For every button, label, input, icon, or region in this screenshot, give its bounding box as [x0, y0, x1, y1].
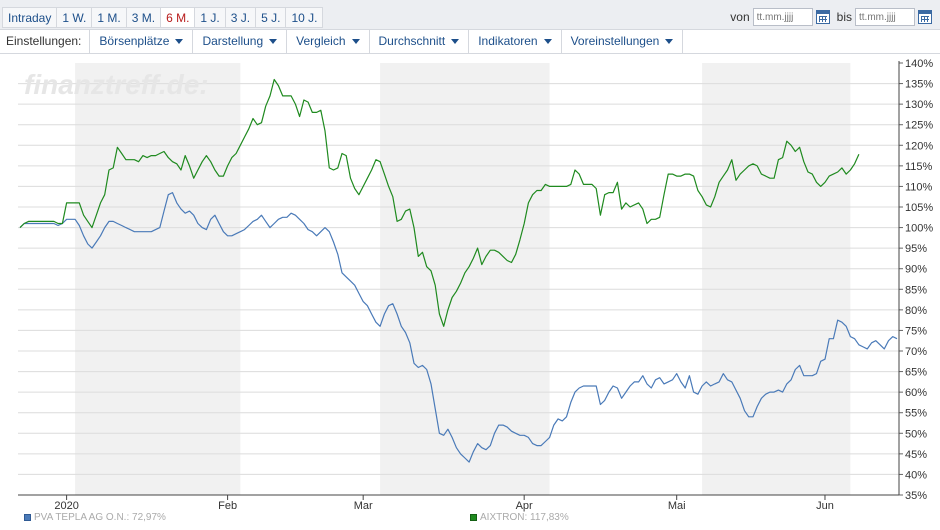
y-tick-label: 135%: [905, 79, 933, 91]
tab-8[interactable]: 10 J.: [285, 7, 324, 28]
from-label: von: [730, 10, 750, 24]
y-tick-label: 130%: [905, 99, 933, 111]
settings-menu-3[interactable]: Durchschnitt: [370, 30, 470, 53]
to-label: bis: [836, 10, 852, 24]
settings-menu-1[interactable]: Darstellung: [193, 30, 288, 53]
x-tick-label: Mai: [668, 500, 686, 512]
chevron-down-icon: [351, 39, 360, 44]
x-axis-labels: 2020 Feb Mar Apr Mai Jun: [54, 500, 833, 512]
settings-menu-label: Vergleich: [296, 34, 346, 48]
tab-1[interactable]: 1 W.: [56, 7, 92, 28]
tab-7[interactable]: 5 J.: [255, 7, 286, 28]
y-tick-label: 35%: [905, 490, 927, 502]
y-tick-label: 125%: [905, 120, 933, 132]
chevron-down-icon: [269, 39, 278, 44]
y-tick-label: 70%: [905, 346, 927, 358]
y-tick-label: 100%: [905, 223, 933, 235]
timeframe-tabs: Intraday 1 W. 1 M. 3 M. 6 M. 1 J. 3 J. 5 J. 10 J…: [2, 7, 324, 28]
legend-label-pva-tepla: PVA TEPLA AG O.N.: 72,97%: [34, 512, 166, 523]
performance-chart: finanztreff.de: 140% 135% 130% 125% 120% 115%…: [18, 58, 933, 512]
legend-swatch-green: [470, 514, 477, 521]
settings-menu-label: Darstellung: [202, 34, 264, 48]
x-tick-label: Mar: [354, 500, 373, 512]
month-shade: [75, 63, 241, 495]
y-tick-label: 105%: [905, 202, 933, 214]
settings-menu-label: Indikatoren: [478, 34, 538, 48]
y-tick-label: 60%: [905, 387, 927, 399]
calendar-icon[interactable]: [918, 10, 932, 24]
legend-swatch-blue: [24, 514, 31, 521]
chevron-down-icon: [451, 39, 460, 44]
legend-item-pva-tepla: PVA TEPLA AG O.N.: 72,97%: [24, 512, 166, 523]
settings-menu-label: Börsenplätze: [99, 34, 170, 48]
timeframe-toolbar: Intraday 1 W. 1 M. 3 M. 6 M. 1 J. 3 J. 5 J. 10 J…: [0, 0, 940, 30]
settings-menu-5[interactable]: Voreinstellungen: [562, 30, 684, 53]
settings-bar: Einstellungen: Börsenplätze Darstellung Ve…: [0, 30, 940, 54]
month-shade: [380, 63, 550, 495]
tab-0[interactable]: Intraday: [2, 7, 57, 28]
tab-3[interactable]: 3 M.: [125, 7, 161, 28]
y-tick-label: 140%: [905, 58, 933, 70]
chevron-down-icon: [665, 39, 674, 44]
y-tick-label: 80%: [905, 305, 927, 317]
month-shade: [702, 63, 851, 495]
settings-menu-2[interactable]: Vergleich: [287, 30, 370, 53]
y-tick-label: 55%: [905, 408, 927, 420]
legend-item-aixtron: AIXTRON: 117,83%: [470, 512, 569, 523]
calendar-icon[interactable]: [815, 10, 830, 24]
y-tick-label: 75%: [905, 325, 927, 337]
y-tick-label: 90%: [905, 264, 927, 276]
from-date-input[interactable]: [752, 8, 813, 26]
x-tick-label: 2020: [54, 500, 78, 512]
chart-series: [19, 78, 898, 463]
chart-axes: [18, 61, 900, 500]
settings-menu-4[interactable]: Indikatoren: [469, 30, 562, 53]
settings-menu-label: Voreinstellungen: [570, 34, 660, 48]
y-tick-label: 120%: [905, 140, 933, 152]
tab-6[interactable]: 3 J.: [224, 7, 256, 28]
settings-menu-0[interactable]: Börsenplätze: [90, 30, 194, 53]
to-date-input[interactable]: [855, 8, 915, 26]
settings-menus: Börsenplätze Darstellung Vergleich Durchsch…: [90, 30, 684, 53]
tab-2[interactable]: 1 M.: [91, 7, 126, 28]
y-tick-label: 115%: [905, 161, 933, 173]
chart-grid: [18, 62, 903, 496]
x-tick-label: Jun: [816, 500, 834, 512]
y-tick-label: 45%: [905, 449, 927, 461]
y-tick-label: 110%: [905, 181, 933, 193]
y-tick-label: 40%: [905, 469, 927, 481]
chevron-down-icon: [175, 39, 184, 44]
series-line-0: [19, 192, 898, 463]
y-tick-label: 65%: [905, 367, 927, 379]
month-shading: [75, 63, 851, 495]
settings-label: Einstellungen:: [0, 30, 91, 53]
settings-menu-label: Durchschnitt: [378, 34, 446, 48]
date-range: von bis: [730, 8, 936, 26]
tab-4[interactable]: 6 M.: [160, 7, 195, 28]
legend-label-aixtron: AIXTRON: 117,83%: [480, 512, 569, 523]
y-tick-label: 50%: [905, 428, 927, 440]
series-line-1: [19, 78, 860, 327]
chevron-down-icon: [543, 39, 552, 44]
y-tick-label: 85%: [905, 284, 927, 296]
tab-5[interactable]: 1 J.: [194, 7, 225, 28]
watermark: finanztreff.de:: [24, 69, 209, 100]
y-tick-label: 95%: [905, 243, 927, 255]
x-tick-label: Feb: [218, 500, 237, 512]
x-tick-label: Apr: [516, 500, 533, 512]
y-axis-labels: 140% 135% 130% 125% 120% 115% 110% 105% 100% 95% 9…: [905, 58, 933, 502]
